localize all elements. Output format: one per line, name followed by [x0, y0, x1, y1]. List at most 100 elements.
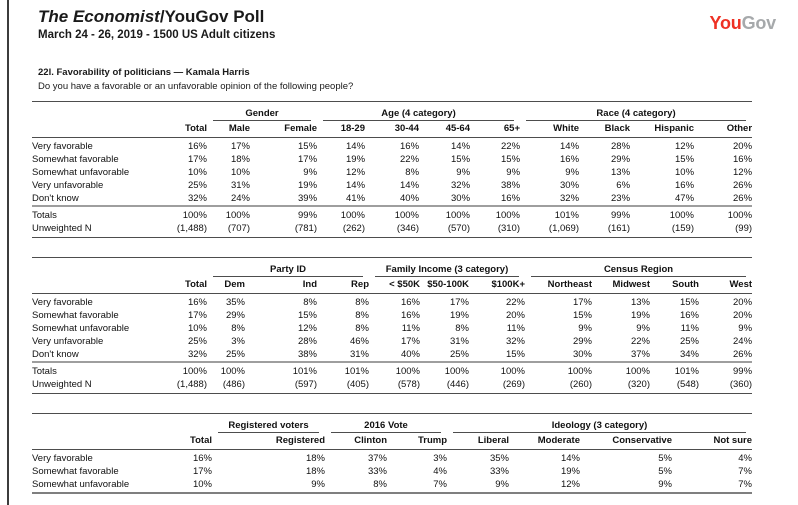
column-header: 65+ [470, 120, 521, 139]
data-cell: 15% [451, 154, 471, 166]
data-cell: (269) [469, 378, 525, 395]
column-header: Black [579, 120, 631, 139]
data-cell: 29% [611, 154, 631, 166]
data-cell: 16% [400, 297, 420, 309]
column-header-spacer [32, 276, 162, 295]
column-header: South [650, 276, 699, 295]
data-cell: 20% [733, 310, 753, 322]
column-header: White [520, 120, 580, 139]
poll-table-1: Gender Age (4 category) Race (4 category) T… [32, 101, 753, 239]
column-header: West [699, 276, 753, 295]
data-cell: (578) [369, 378, 420, 395]
data-cell: 100% [470, 205, 521, 223]
data-cell: 14% [560, 141, 580, 153]
group-header: Race (4 category) [520, 102, 752, 121]
row-label: Totals [32, 361, 162, 379]
data-cell: 32% [451, 180, 471, 192]
data-cell: 17% [449, 297, 469, 309]
data-cell: 10% [230, 167, 250, 179]
column-header: Not sure [672, 432, 752, 451]
data-cell: 47% [675, 193, 695, 205]
data-cell: 100% [469, 361, 525, 379]
data-cell: (707) [207, 222, 250, 239]
question-block: 22l. Favorability of politicians — Kamal… [38, 67, 798, 93]
data-cell: 10% [187, 167, 207, 179]
data-cell: 26% [733, 349, 753, 361]
group-header-row: Registered voters 2016 Vote Ideology (3 ca… [32, 414, 752, 433]
report-dates: March 24 - 26, 2019 - 1500 US Adult citi… [38, 28, 276, 41]
data-cell: 25% [679, 336, 699, 348]
data-cell: 8% [325, 478, 387, 495]
column-header: Female [250, 120, 318, 139]
column-header: Hispanic [630, 120, 695, 139]
table-row: Very unfavorable 25% 31% 19% 14% 14% 32% 38% 30%… [32, 179, 752, 192]
data-cell: (486) [207, 378, 245, 395]
group-header-row: Gender Age (4 category) Race (4 category) [32, 102, 752, 121]
data-cell: 19% [630, 310, 650, 322]
row-label: Don't know [32, 349, 79, 361]
data-cell: 13% [611, 167, 631, 179]
data-cell: 15% [505, 349, 525, 361]
yougov-poll-brand: /YouGov Poll [159, 7, 265, 26]
data-cell: 17% [187, 310, 207, 322]
unweighted-row: Unweighted N (1,488) (707) (781) (262) (346)(… [32, 222, 753, 239]
row-label: Very favorable [32, 453, 93, 465]
table-row: Very unfavorable 25% 3% 28% 46% 17% 31% 32% 29% 2… [32, 335, 752, 348]
column-header-row: Total Dem Ind Rep < $50K $50-100K $100K+ Northe… [32, 276, 753, 295]
table-row: Don't know 32% 25% 38% 31% 40% 25% 15% 30% 37% 34%… [32, 348, 752, 362]
data-cell: 100% [525, 361, 592, 379]
table-row: Very favorable 16% 35% 8% 8% 16% 17% 22% 17% 13% 1… [32, 294, 752, 310]
data-cell: 14% [560, 453, 580, 465]
group-header: Family Income (3 category) [369, 258, 525, 277]
data-cell: 7% [672, 478, 752, 495]
data-cell: 17% [400, 336, 420, 348]
row-label: Very unfavorable [32, 336, 104, 348]
data-cell: 3% [231, 336, 245, 348]
data-cell: 7% [387, 478, 447, 495]
data-cell: 25% [449, 349, 469, 361]
data-cell: 40% [400, 193, 420, 205]
poll-table-2: Party ID Family Income (3 category) Census… [32, 257, 753, 395]
data-cell: 32% [187, 193, 207, 205]
row-label: Very favorable [32, 297, 93, 309]
data-cell: 24% [230, 193, 250, 205]
data-cell: 32% [505, 336, 525, 348]
data-cell: 8% [355, 310, 369, 322]
data-cell: 18% [305, 466, 325, 478]
column-header: Total [162, 120, 207, 139]
data-cell: 17% [192, 466, 212, 478]
report-header: The Economist/YouGov Poll March 24 - 26,… [0, 0, 798, 41]
data-cell: 99% [699, 361, 753, 379]
data-cell: 9% [447, 478, 509, 495]
data-cell: 25% [187, 180, 207, 192]
column-header-spacer [32, 432, 162, 451]
data-cell: 16% [400, 141, 420, 153]
table-row: Somewhat favorable 17% 29% 15% 8% 16% 19% 20% 15… [32, 309, 752, 322]
data-cell: 17% [230, 141, 250, 153]
table-row: Very favorable 16% 17% 15% 14% 16% 14% 22% 14% 28… [32, 138, 752, 154]
data-cell: 12% [733, 167, 753, 179]
data-cell: 8% [455, 323, 469, 335]
data-cell: 29% [225, 310, 245, 322]
row-label: Unweighted N [32, 378, 162, 395]
data-cell: 22% [630, 336, 650, 348]
data-cell: 100% [420, 361, 469, 379]
data-cell: 26% [733, 180, 753, 192]
data-cell: 9% [578, 323, 592, 335]
data-cell: 13% [630, 297, 650, 309]
row-label: Very unfavorable [32, 180, 104, 192]
group-header-label: Family Income (3 category) [375, 264, 519, 277]
group-header-spacer [32, 414, 212, 433]
logo-gov: Gov [741, 13, 777, 33]
data-cell: 46% [349, 336, 369, 348]
data-cell: 17% [187, 154, 207, 166]
data-cell: 9% [506, 167, 521, 179]
column-header: Ind [245, 276, 317, 295]
data-cell: 9% [636, 323, 650, 335]
data-cell: 6% [616, 180, 631, 192]
column-header: Other [694, 120, 753, 139]
data-cell: 99% [579, 205, 631, 223]
data-cell: (1,488) [162, 222, 207, 239]
row-label: Don't know [32, 193, 79, 205]
column-header: Liberal [447, 432, 509, 451]
